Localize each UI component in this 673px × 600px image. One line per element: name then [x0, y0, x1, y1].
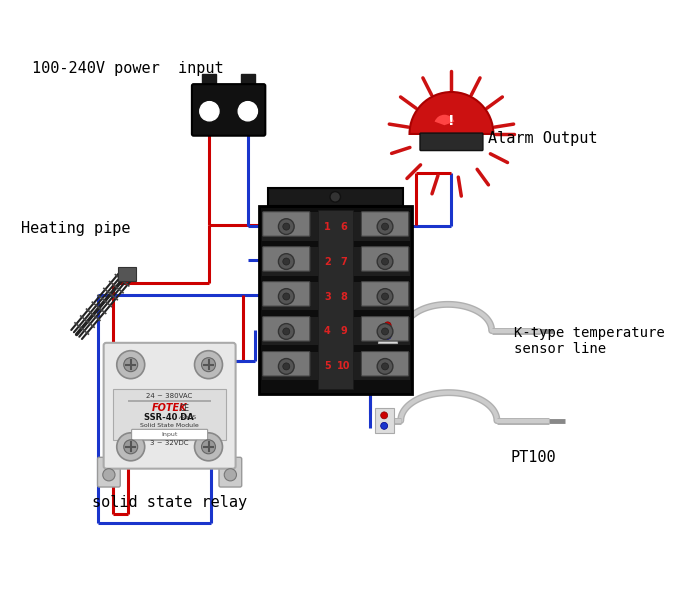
FancyBboxPatch shape	[378, 319, 397, 343]
Circle shape	[124, 358, 138, 371]
Circle shape	[382, 223, 388, 230]
Circle shape	[283, 328, 290, 335]
Circle shape	[384, 332, 391, 340]
Circle shape	[283, 363, 290, 370]
FancyBboxPatch shape	[262, 352, 310, 376]
Text: PT100: PT100	[510, 450, 556, 465]
Circle shape	[194, 433, 223, 461]
Circle shape	[330, 191, 341, 202]
Circle shape	[103, 469, 115, 481]
Circle shape	[279, 254, 294, 269]
Circle shape	[283, 293, 290, 300]
FancyBboxPatch shape	[118, 267, 136, 281]
Text: FOTEK: FOTEK	[151, 403, 187, 413]
FancyBboxPatch shape	[192, 84, 265, 136]
Text: 9: 9	[341, 326, 347, 337]
Text: solid state relay: solid state relay	[92, 495, 247, 510]
Circle shape	[381, 422, 388, 430]
FancyBboxPatch shape	[318, 210, 353, 389]
Circle shape	[201, 358, 215, 371]
Circle shape	[377, 289, 393, 304]
Text: 4: 4	[324, 326, 330, 337]
Circle shape	[124, 440, 138, 454]
Circle shape	[283, 223, 290, 230]
Text: Heating pipe: Heating pipe	[21, 221, 130, 236]
FancyBboxPatch shape	[262, 247, 310, 271]
FancyBboxPatch shape	[361, 212, 409, 236]
Text: 24 ~ 380VAC: 24 ~ 380VAC	[146, 393, 192, 399]
Circle shape	[382, 293, 388, 300]
Text: 1: 1	[324, 221, 330, 232]
Text: 2: 2	[324, 257, 330, 266]
Text: !: !	[448, 114, 455, 128]
FancyBboxPatch shape	[261, 350, 411, 380]
Text: ✓RoHS: ✓RoHS	[177, 415, 197, 421]
Circle shape	[238, 101, 258, 121]
Circle shape	[224, 469, 236, 481]
FancyBboxPatch shape	[375, 409, 394, 433]
Circle shape	[279, 359, 294, 374]
FancyBboxPatch shape	[361, 352, 409, 376]
Text: 7: 7	[341, 257, 347, 266]
Text: CE: CE	[180, 404, 190, 413]
FancyBboxPatch shape	[268, 188, 403, 206]
FancyBboxPatch shape	[261, 246, 411, 275]
Text: SSR-40 DA: SSR-40 DA	[144, 413, 194, 422]
Text: Input: Input	[161, 432, 178, 437]
FancyBboxPatch shape	[113, 389, 226, 440]
Circle shape	[279, 323, 294, 340]
Circle shape	[382, 328, 388, 335]
Circle shape	[384, 322, 391, 329]
Wedge shape	[435, 115, 454, 125]
FancyBboxPatch shape	[203, 74, 217, 86]
Text: 3: 3	[324, 292, 330, 302]
Circle shape	[116, 433, 145, 461]
FancyBboxPatch shape	[98, 457, 120, 487]
FancyBboxPatch shape	[104, 343, 236, 469]
FancyBboxPatch shape	[219, 457, 242, 487]
Text: 6: 6	[341, 221, 347, 232]
Circle shape	[116, 350, 145, 379]
Text: K-type temperature
sensor line: K-type temperature sensor line	[513, 326, 664, 356]
Text: 10: 10	[337, 361, 351, 371]
Circle shape	[377, 323, 393, 340]
FancyBboxPatch shape	[261, 316, 411, 346]
Circle shape	[382, 258, 388, 265]
Circle shape	[377, 359, 393, 374]
Circle shape	[194, 350, 223, 379]
Text: 5: 5	[324, 361, 330, 371]
FancyBboxPatch shape	[262, 281, 310, 306]
FancyBboxPatch shape	[361, 281, 409, 306]
Circle shape	[381, 412, 388, 419]
Circle shape	[377, 254, 393, 269]
FancyBboxPatch shape	[361, 317, 409, 341]
Text: 3 ~ 32VDC: 3 ~ 32VDC	[150, 440, 188, 446]
Circle shape	[279, 289, 294, 304]
Circle shape	[382, 363, 388, 370]
FancyBboxPatch shape	[261, 211, 411, 241]
FancyBboxPatch shape	[261, 281, 411, 310]
FancyBboxPatch shape	[361, 247, 409, 271]
FancyBboxPatch shape	[262, 317, 310, 341]
Circle shape	[200, 101, 219, 121]
Circle shape	[201, 440, 215, 454]
FancyBboxPatch shape	[128, 400, 211, 402]
Text: 100-240V power  input: 100-240V power input	[32, 61, 223, 76]
Text: Alarm Output: Alarm Output	[488, 131, 598, 146]
FancyBboxPatch shape	[262, 212, 310, 236]
Text: Solid State Module: Solid State Module	[140, 424, 199, 428]
Circle shape	[279, 219, 294, 235]
Circle shape	[283, 258, 290, 265]
FancyBboxPatch shape	[420, 133, 483, 151]
FancyBboxPatch shape	[132, 430, 208, 440]
Circle shape	[377, 219, 393, 235]
FancyBboxPatch shape	[259, 206, 412, 394]
FancyBboxPatch shape	[241, 74, 255, 86]
Text: 8: 8	[341, 292, 347, 302]
Wedge shape	[409, 92, 493, 134]
